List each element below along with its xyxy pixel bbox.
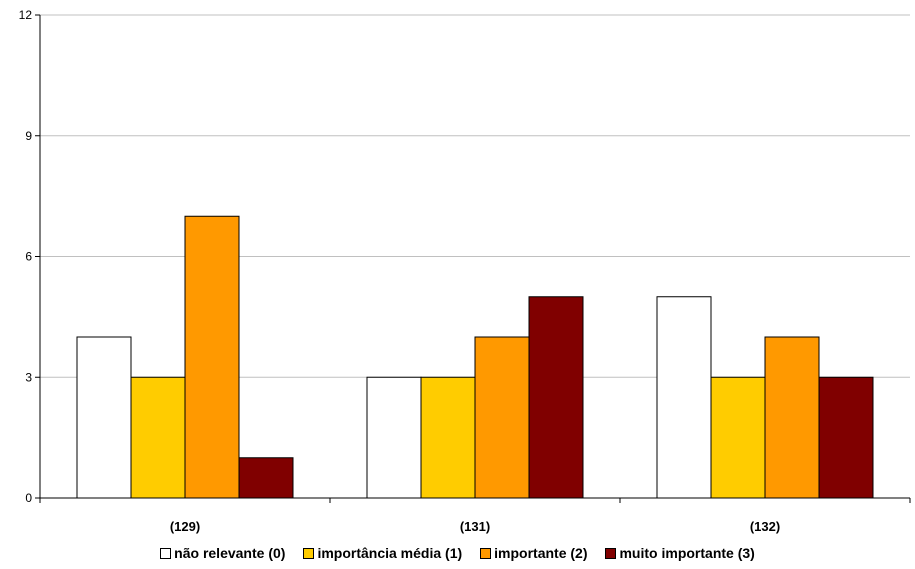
y-tick-label: 6 (25, 250, 32, 264)
legend-item: importância média (1) (303, 545, 462, 561)
bar (528, 296, 584, 499)
legend: não relevante (0) importância média (1) im… (0, 540, 915, 566)
legend-label: importante (2) (494, 545, 588, 561)
y-tick-label: 0 (25, 491, 32, 505)
bar (420, 376, 476, 499)
x-category-label: (129) (170, 519, 200, 534)
legend-swatch (160, 547, 172, 559)
bar (818, 376, 874, 499)
legend-item: muito importante (3) (605, 545, 755, 561)
bar (76, 336, 132, 499)
y-tick-label: 12 (19, 8, 33, 22)
x-category-label: (131) (460, 519, 490, 534)
legend-item: não relevante (0) (160, 545, 285, 561)
bar (656, 296, 712, 499)
bar-chart: 0 3 6 9 12 (129) (131) (132) (19, 8, 911, 534)
bar (366, 376, 422, 499)
legend-swatch (480, 547, 492, 559)
bar (474, 336, 530, 499)
x-category-label: (132) (750, 519, 780, 534)
bar (238, 457, 294, 499)
y-tick-label: 3 (25, 370, 32, 384)
bar (710, 376, 766, 499)
legend-label: muito importante (3) (619, 545, 755, 561)
y-tick-label: 9 (25, 129, 32, 143)
legend-label: importância média (1) (317, 545, 463, 561)
legend-swatch (303, 547, 315, 559)
bar (764, 336, 820, 499)
legend-item: importante (2) (480, 545, 587, 561)
legend-label: não relevante (0) (174, 545, 286, 561)
bar (130, 376, 186, 499)
legend-swatch (605, 547, 617, 559)
bar (184, 215, 240, 499)
